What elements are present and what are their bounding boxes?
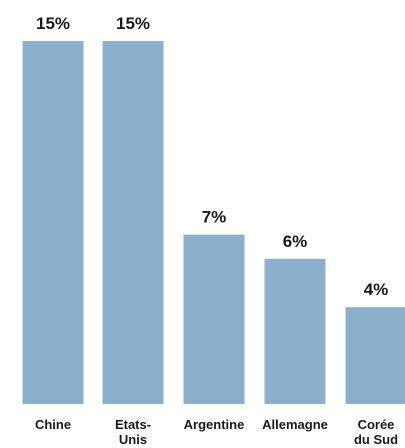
category-labels-group: Chine Etats-Unis Argentine Allemagne Corée du… (35, 417, 398, 447)
value-labels-group: 15% 15% 7% 6% 4% (36, 14, 388, 299)
bar-4 (345, 307, 405, 404)
category-label-line: Allemagne (262, 417, 328, 432)
category-label-line: Chine (35, 417, 71, 432)
category-label-4: Corée du Sud (354, 417, 398, 447)
bar-2 (183, 234, 245, 404)
bars-group (22, 41, 405, 404)
category-label-line: Etats- (115, 417, 151, 432)
bar-0 (22, 41, 84, 404)
category-label-1: Etats-Unis (115, 417, 151, 447)
value-label-0: 15% (36, 14, 70, 33)
category-label-2: Argentine (184, 417, 245, 432)
bar-1 (102, 41, 164, 404)
value-label-4: 4% (364, 280, 389, 299)
value-label-3: 6% (283, 232, 308, 251)
category-label-line: Corée (358, 417, 395, 432)
category-label-0: Chine (35, 417, 71, 432)
category-label-line: Unis (119, 432, 147, 447)
category-label-3: Allemagne (262, 417, 328, 432)
bar-3 (264, 258, 326, 404)
category-label-line: Argentine (184, 417, 245, 432)
value-label-1: 15% (116, 14, 150, 33)
value-label-2: 7% (202, 208, 227, 227)
category-label-line: du Sud (354, 432, 398, 447)
